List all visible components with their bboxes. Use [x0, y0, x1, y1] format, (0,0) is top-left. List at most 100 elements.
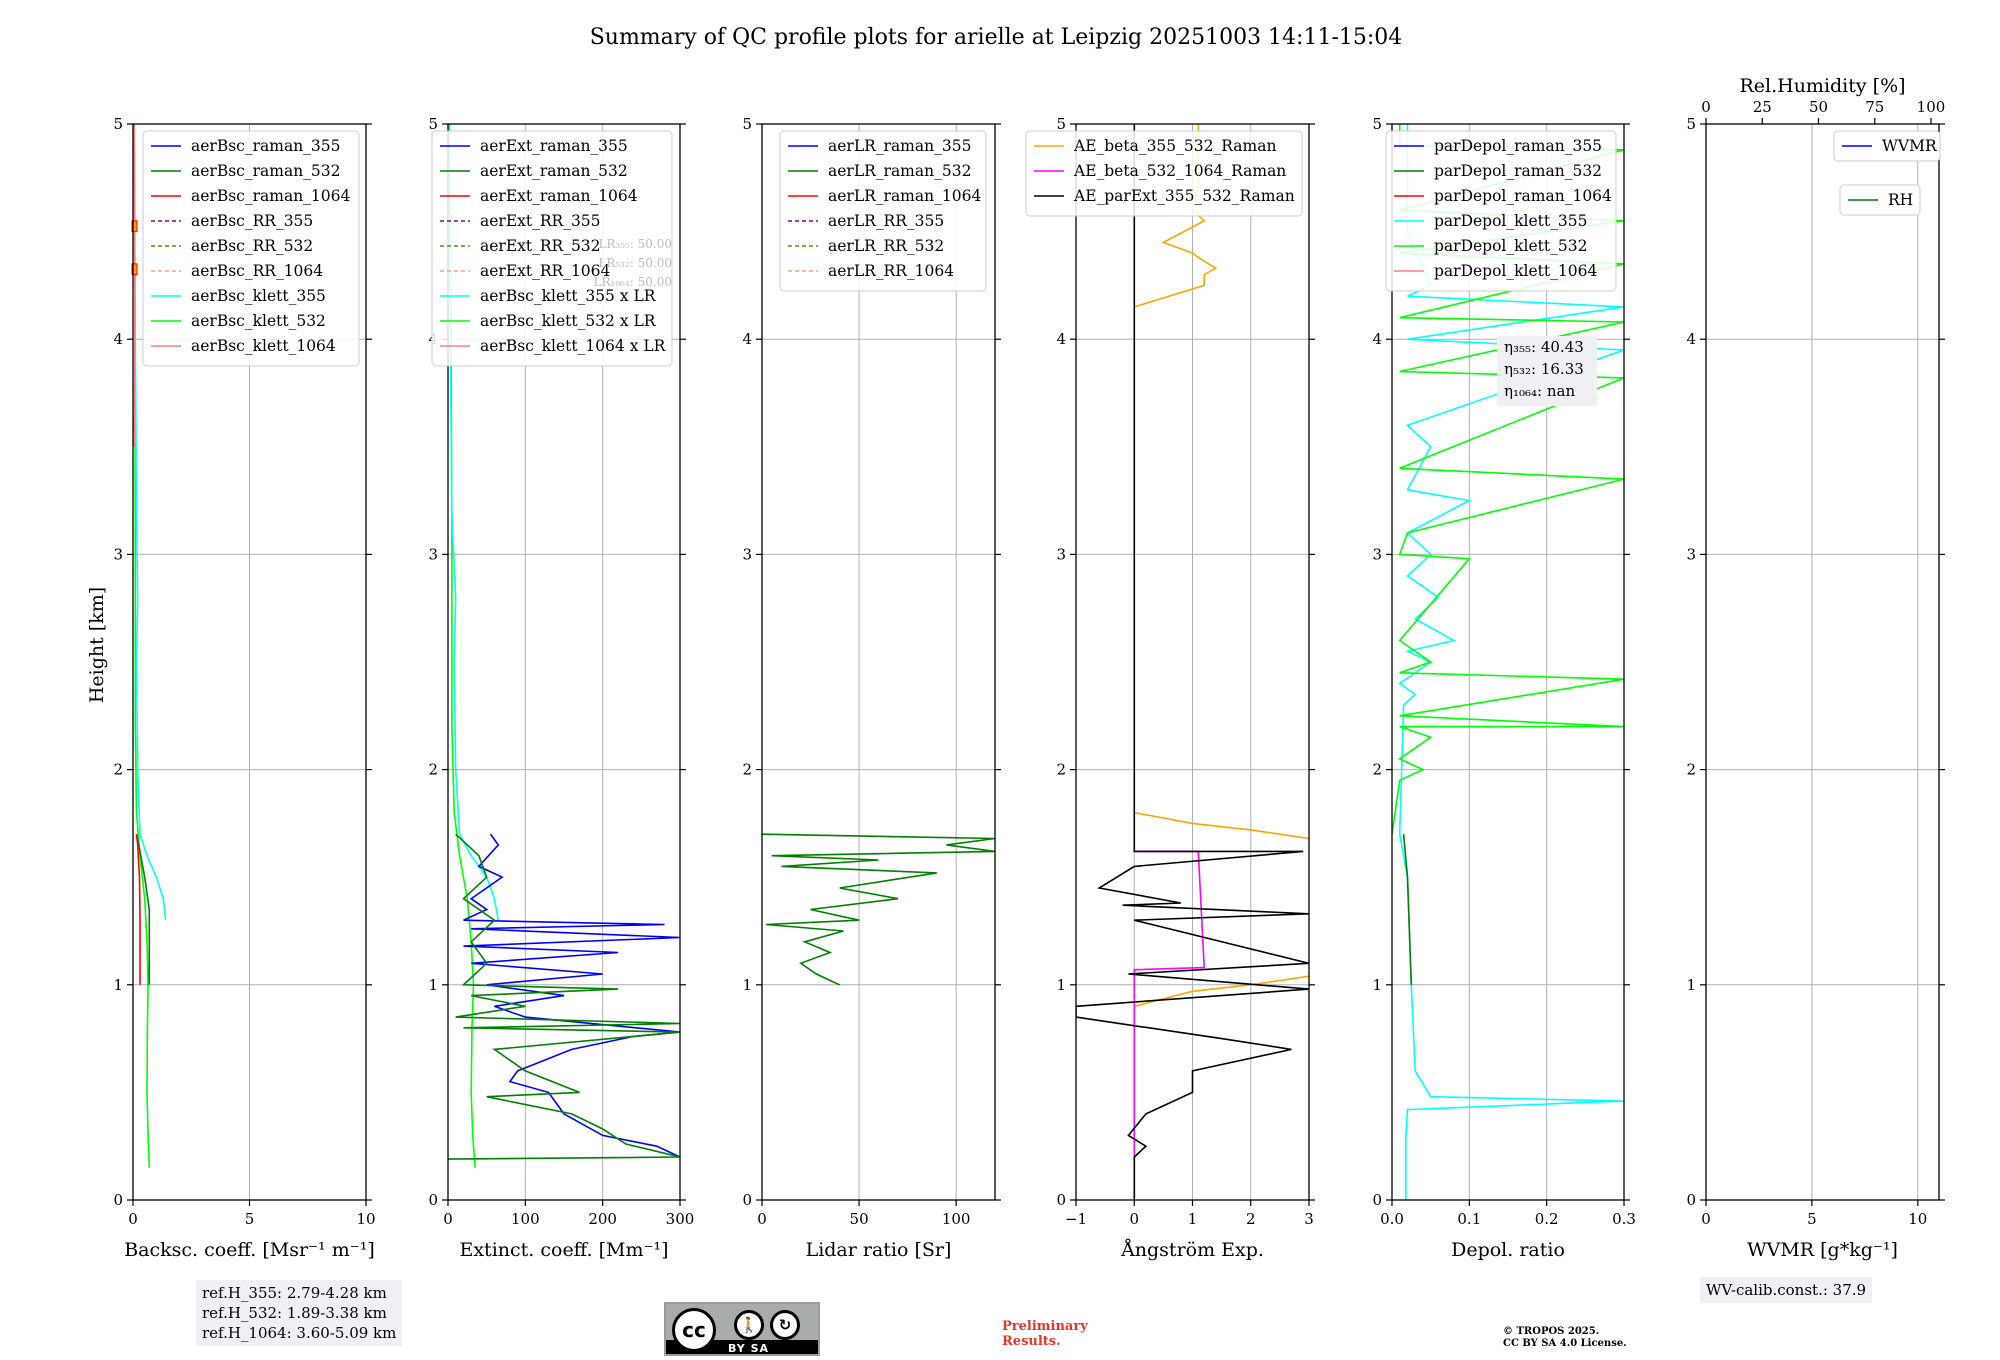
copyright-line-2: CC BY SA 4.0 License.: [1503, 1338, 1627, 1349]
x-tick-label: 0.2: [1535, 1210, 1559, 1228]
legend-label: aerExt_raman_532: [480, 162, 628, 180]
y-tick-label: 2: [113, 761, 123, 779]
legend-label: aerLR_RR_532: [828, 237, 944, 255]
legend-label: parDepol_klett_532: [1434, 237, 1587, 255]
legend-label: aerLR_raman_355: [828, 137, 971, 155]
preliminary-line-1: Preliminary: [1002, 1319, 1088, 1334]
x-tick-label: 10: [356, 1210, 375, 1228]
x-axis-label: Extinct. coeff. [Mm⁻¹]: [459, 1239, 668, 1261]
series-aerBsc_klett_532 x LR: [448, 124, 476, 1168]
series-aerBsc_raman_532: [135, 834, 151, 985]
series-aerBsc_klett_532: [133, 124, 151, 1168]
x-tick-label: −1: [1065, 1210, 1087, 1228]
y-tick-label: 0: [1056, 1191, 1066, 1209]
panel-depolarization: 0.0 0.1 0.2 0.3 0 1 2 3 4 5 Depol. ratio parDepol_r…: [1372, 115, 1635, 1261]
series-aerBsc_klett_355: [133, 124, 167, 921]
ref-height-marker: [131, 220, 138, 233]
legend-box: [142, 130, 360, 367]
y-tick-label: 1: [1372, 976, 1382, 994]
legend-label: aerExt_RR_355: [480, 212, 601, 230]
y-tick-label: 5: [1372, 115, 1382, 133]
legend-box: [1385, 130, 1617, 292]
x-tick-label: 100: [942, 1210, 971, 1228]
x-tick-label: 1: [1188, 1210, 1198, 1228]
ref-height-box: ref.H_355: 2.79-4.28 km ref.H_532: 1.89-…: [196, 1280, 403, 1346]
copyright-note: © TROPOS 2025. CC BY SA 4.0 License.: [1503, 1326, 1627, 1350]
x-tick-label: 5: [245, 1210, 255, 1228]
y-tick-label: 3: [428, 545, 438, 563]
share-alike-icon: ↻: [770, 1310, 800, 1340]
figure-title: Summary of QC profile plots for arielle …: [590, 25, 1403, 50]
legend-box: [1025, 130, 1303, 217]
y-axis-label: Height [km]: [86, 587, 108, 703]
y-tick-label: 4: [1056, 330, 1066, 348]
series-aerBsc_raman_1064: [135, 834, 141, 985]
copyright-line-1: © TROPOS 2025.: [1503, 1326, 1600, 1337]
wv-calib-box: WV-calib.const.: 37.9: [1700, 1277, 1873, 1303]
ref-height-marker: [131, 263, 138, 276]
series-aerExt_raman_355: [463, 833, 680, 1158]
legend-box: [1833, 130, 1941, 162]
ref-height-355: ref.H_355: 2.79-4.28 km: [202, 1284, 387, 1302]
y-tick-label: 1: [1056, 976, 1066, 994]
y-tick-label: 3: [1372, 545, 1382, 563]
cc-tags: BY SA: [728, 1342, 770, 1355]
y-tick-label: 3: [1686, 545, 1696, 563]
legend-label: AE_parExt_355_532_Raman: [1073, 187, 1295, 205]
ref-height-532: ref.H_532: 1.89-3.38 km: [202, 1304, 387, 1322]
panel-backscatter: 0 5 10 0 1 2 3 4 5 Backsc. coeff. [Msr⁻¹ m⁻¹] aerB…: [113, 115, 375, 1261]
x-tick-label: 0.1: [1457, 1210, 1481, 1228]
legend-label: AE_beta_355_532_Raman: [1073, 137, 1276, 155]
series-parDepol_raman_532: [1402, 834, 1413, 985]
cc-license-badge[interactable]: cc 🚶 ↻ BY SA: [664, 1302, 820, 1356]
legend-label: RH: [1888, 191, 1913, 209]
y-tick-label: 1: [1686, 976, 1696, 994]
series-aerBsc_klett_1064: [133, 124, 136, 447]
x-tick-label: 300: [666, 1210, 695, 1228]
x-tick-label: 50: [850, 1210, 869, 1228]
x-tick-label: 0: [128, 1210, 138, 1228]
legend-label: AE_beta_532_1064_Raman: [1073, 162, 1286, 180]
x-tick-label: 0: [757, 1210, 767, 1228]
legend-label: aerBsc_klett_1064: [191, 337, 336, 355]
y-tick-label: 3: [113, 545, 123, 563]
x-tick-label: 5: [1807, 1210, 1817, 1228]
eta-label: η₅₃₂: 16.33: [1504, 360, 1584, 378]
x-tick-label: 100: [511, 1210, 540, 1228]
top-x-tick-label: 100: [1917, 98, 1946, 116]
y-tick-label: 0: [428, 1191, 438, 1209]
legend-box: [779, 130, 987, 292]
x-tick-label: 0.0: [1380, 1210, 1404, 1228]
legend-box: [1839, 184, 1921, 216]
x-tick-label: 3: [1304, 1210, 1314, 1228]
legend-label: WVMR: [1882, 137, 1938, 155]
y-tick-label: 2: [1372, 761, 1382, 779]
legend-label: aerLR_raman_532: [828, 162, 971, 180]
top-x-tick-label: 75: [1865, 98, 1884, 116]
y-tick-label: 2: [1056, 761, 1066, 779]
x-axis-label: Lidar ratio [Sr]: [806, 1239, 952, 1261]
legend-label: aerBsc_klett_355: [191, 287, 326, 305]
y-tick-label: 4: [742, 330, 752, 348]
y-tick-label: 3: [1056, 545, 1066, 563]
y-tick-label: 0: [113, 1191, 123, 1209]
series-AE_beta_355_532_Raman_low: [1134, 811, 1309, 840]
preliminary-line-2: Results.: [1002, 1334, 1061, 1349]
x-axis-label: Depol. ratio: [1451, 1239, 1565, 1261]
series-parDepol_klett_355: [1398, 124, 1624, 1200]
top-x-axis-label: Rel.Humidity [%]: [1739, 75, 1905, 97]
x-tick-label: 0.3: [1612, 1210, 1636, 1228]
x-tick-label: 0: [1129, 1210, 1139, 1228]
axes-frame: [761, 123, 996, 1201]
x-tick-label: 200: [588, 1210, 617, 1228]
axes-frame: [1705, 123, 1940, 1201]
legend-label: aerBsc_raman_532: [191, 162, 341, 180]
x-tick-label: 2: [1246, 1210, 1256, 1228]
top-x-tick-label: 0: [1701, 98, 1711, 116]
y-tick-label: 5: [113, 115, 123, 133]
legend-label: parDepol_raman_532: [1434, 162, 1602, 180]
